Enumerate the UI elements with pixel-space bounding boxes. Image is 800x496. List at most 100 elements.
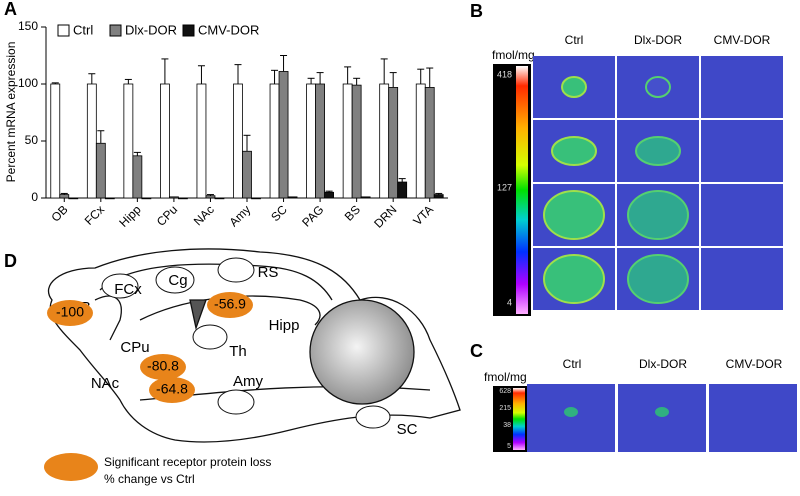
scale-label: 628 <box>499 388 511 395</box>
column-header: Dlx-DOR <box>634 33 682 47</box>
x-tick-label: CPu <box>154 202 180 228</box>
column-header: Dlx-DOR <box>639 357 687 371</box>
tissue <box>561 76 587 98</box>
bar <box>351 84 362 199</box>
autoradiograph <box>701 184 783 246</box>
loss-value: -100 <box>56 304 84 320</box>
legend-swatch <box>44 453 98 481</box>
tissue <box>635 136 681 166</box>
autoradiograph <box>618 384 706 452</box>
autoradiograph <box>701 248 783 310</box>
scale-label: 5 <box>507 443 511 450</box>
x-tick-label: BS <box>342 202 363 223</box>
x-tick-label: Amy <box>226 202 253 229</box>
scale-label: 38 <box>503 422 511 429</box>
bar <box>388 87 399 199</box>
panel-label: A <box>4 0 17 19</box>
column-header: Ctrl <box>563 357 582 371</box>
region-label: NAc <box>91 375 120 392</box>
unit: fmol/mg <box>484 370 527 384</box>
bar <box>160 83 170 199</box>
bar <box>104 197 115 200</box>
bar <box>169 196 179 199</box>
y-tick-label: 100 <box>18 76 38 90</box>
tissue <box>645 76 671 98</box>
column-header: CMV-DOR <box>726 357 783 371</box>
bar <box>59 194 70 199</box>
bar <box>415 83 426 199</box>
region-ovals <box>101 257 391 429</box>
legend-label: CMV-DOR <box>198 22 259 37</box>
bar <box>86 83 97 199</box>
x-tick-label: FCx <box>82 202 107 227</box>
x-tick-label: Hipp <box>116 202 144 230</box>
loss-oval <box>207 292 253 318</box>
tissue <box>543 254 605 304</box>
bar <box>433 194 444 199</box>
autoradiograph <box>709 384 797 452</box>
region-label: Hipp <box>269 317 300 334</box>
region-label: CPu <box>120 339 149 356</box>
bar <box>214 197 225 200</box>
scale-label: 215 <box>499 405 511 412</box>
legend-swatch <box>182 24 195 37</box>
bar <box>397 181 408 199</box>
bar <box>50 83 61 199</box>
colorbar <box>516 66 528 314</box>
cerebellum <box>309 299 415 405</box>
x-tick-label: VTA <box>410 202 436 228</box>
bar <box>251 197 261 200</box>
y-axis-label: Percent mRNA expression <box>4 42 18 183</box>
column-header: Ctrl <box>565 33 584 47</box>
x-tick-label: OB <box>48 202 70 224</box>
scale-label: 127 <box>497 182 512 192</box>
y-tick-label: 0 <box>31 190 38 204</box>
tissue <box>543 190 605 240</box>
legend-label: Ctrl <box>73 22 93 37</box>
loss-oval <box>149 377 195 403</box>
tissue <box>564 407 578 417</box>
bar <box>132 155 143 199</box>
tissue <box>551 136 597 166</box>
tissue <box>627 190 689 240</box>
bar <box>287 196 298 199</box>
y-tick-label: 150 <box>18 19 38 33</box>
bar <box>233 83 243 199</box>
x-tick-label: NAc <box>191 202 217 228</box>
bar <box>123 83 134 199</box>
region-label: SC <box>397 421 418 438</box>
bar <box>68 197 79 200</box>
bar <box>205 195 216 199</box>
autoradiograph <box>701 56 783 118</box>
y-tick-label: 50 <box>25 133 39 147</box>
x-tick-label: PAG <box>299 202 326 229</box>
bar <box>424 87 435 199</box>
bar <box>278 71 289 199</box>
bar <box>360 196 371 199</box>
bar <box>315 83 325 199</box>
x-tick-label: SC <box>268 202 290 224</box>
bar <box>379 83 390 199</box>
bar <box>342 83 353 199</box>
legend-text: % change vs Ctrl <box>104 472 195 486</box>
region-label: Th <box>229 343 247 360</box>
x-tick-label: DRN <box>371 202 399 230</box>
bar <box>324 191 334 199</box>
panel-label: C <box>470 341 483 361</box>
loss-value: -64.8 <box>156 381 188 397</box>
bar <box>178 197 188 200</box>
region-label: RS <box>258 264 279 281</box>
autoradiograph <box>527 384 615 452</box>
column-header: CMV-DOR <box>714 33 771 47</box>
legend-text: Significant receptor protein loss <box>104 455 271 469</box>
unit: fmol/mg <box>492 48 535 62</box>
loss-value: -56.9 <box>214 296 246 312</box>
region-label: Cg <box>168 272 187 289</box>
legend-swatch <box>57 24 70 37</box>
panel-label: D <box>4 251 17 271</box>
autoradiograph <box>701 120 783 182</box>
legend-swatch <box>109 24 122 37</box>
loss-value: -80.8 <box>147 358 179 374</box>
bar <box>242 150 252 199</box>
